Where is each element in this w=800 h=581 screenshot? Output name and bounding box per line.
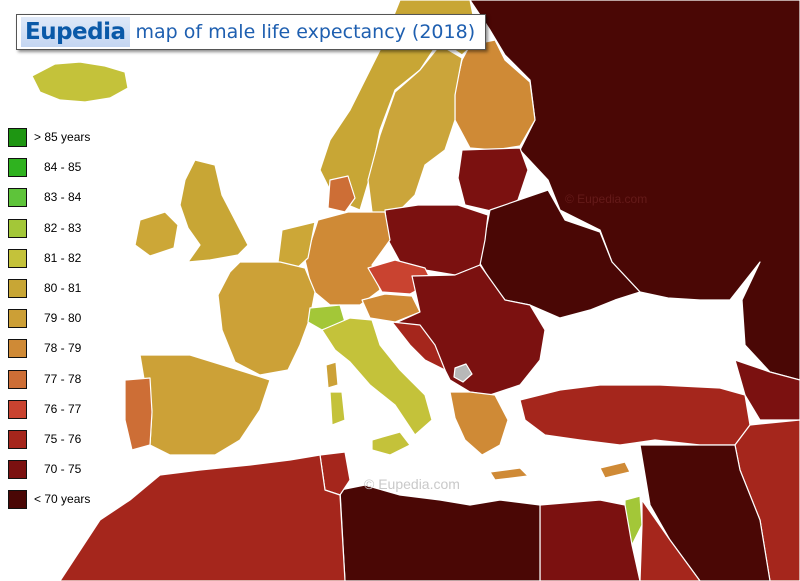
legend-label: 80 - 81	[44, 281, 82, 295]
legend-swatch	[8, 369, 27, 389]
region-ireland	[134, 211, 179, 257]
region-uk	[179, 159, 249, 263]
legend-swatch	[8, 309, 27, 329]
legend-swatch	[8, 490, 27, 510]
legend-swatch	[8, 430, 27, 449]
region-corsica	[325, 361, 339, 389]
region-kosovo	[453, 363, 473, 383]
region-germany	[304, 211, 391, 306]
legend-item: 81 - 82	[8, 248, 128, 270]
legend-label: < 70 years	[34, 492, 91, 507]
region-crete	[489, 467, 529, 481]
legend-label: 82 - 83	[44, 220, 82, 235]
legend-item: 76 - 77	[8, 399, 128, 421]
legend-item: 70 - 75	[8, 459, 128, 481]
legend-label: 77 - 78	[44, 371, 82, 386]
map-title-box: Eupedia map of male life expectancy (201…	[16, 14, 487, 50]
legend-item: 77 - 78	[8, 369, 128, 391]
legend-swatch	[8, 188, 27, 208]
legend-item: 79 - 80	[8, 308, 128, 330]
legend-swatch	[8, 158, 27, 178]
region-denmark	[327, 175, 356, 213]
legend-label: 83 - 84	[44, 190, 82, 205]
legend-item: < 70 years	[8, 489, 128, 511]
watermark-center: © Eupedia.com	[364, 476, 460, 492]
legend-item: 75 - 76	[8, 429, 128, 451]
region-cyprus	[599, 461, 631, 479]
region-croatia	[391, 321, 446, 371]
region-syria-iraq	[639, 444, 771, 581]
legend-swatch	[8, 399, 27, 419]
legend-item: 82 - 83	[8, 218, 128, 240]
region-sardinia	[329, 391, 346, 426]
legend-item: 84 - 85	[8, 157, 128, 179]
region-belarus-ukraine	[477, 189, 641, 319]
legend-label: 84 - 85	[44, 160, 82, 175]
legend-item: 80 - 81	[8, 278, 128, 300]
legend-label: 78 - 79	[44, 341, 82, 356]
eupedia-logo: Eupedia	[21, 17, 130, 47]
region-italy	[321, 317, 433, 436]
watermark-east: © Eupedia.com	[565, 192, 648, 206]
region-libya	[339, 484, 541, 581]
region-norway	[319, 0, 479, 211]
region-portugal	[124, 377, 153, 451]
legend-swatch	[8, 279, 27, 298]
legend-label: 75 - 76	[44, 432, 82, 446]
region-iceland	[31, 61, 129, 103]
legend-item: > 85 years	[8, 127, 128, 149]
legend-label: 70 - 75	[44, 462, 82, 477]
region-sicily	[371, 431, 411, 456]
legend-swatch	[8, 460, 27, 480]
legend-item: 78 - 79	[8, 338, 128, 360]
legend-swatch	[8, 339, 27, 359]
region-benelux	[277, 221, 316, 271]
legend-swatch	[8, 128, 27, 147]
legend-item: 83 - 84	[8, 187, 128, 209]
legend-swatch	[8, 218, 27, 238]
region-greece	[449, 391, 509, 456]
region-france	[217, 261, 316, 376]
region-algeria-morocco	[59, 454, 346, 581]
map-title: map of male life expectancy (2018)	[135, 21, 476, 43]
region-sweden	[367, 44, 463, 216]
legend-label: 76 - 77	[44, 401, 82, 416]
region-turkey	[519, 384, 751, 446]
region-jordan	[639, 499, 701, 581]
region-egypt	[539, 499, 641, 581]
legend-swatch	[8, 248, 27, 268]
legend-label: 81 - 82	[44, 250, 82, 265]
region-caucasus	[734, 359, 800, 421]
legend-label: > 85 years	[34, 130, 91, 144]
legend-label: 79 - 80	[44, 311, 82, 326]
